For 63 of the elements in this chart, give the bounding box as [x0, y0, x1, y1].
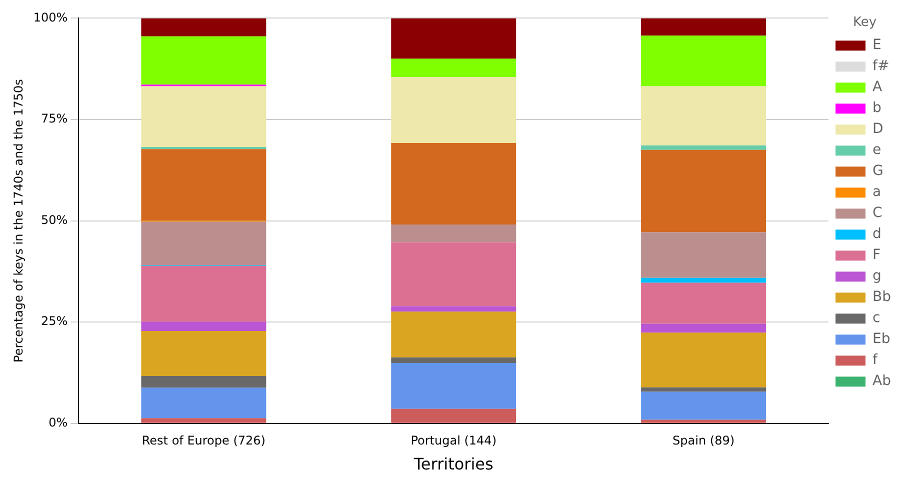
- bar: [141, 376, 266, 388]
- y-tick-label: 75%: [41, 112, 68, 126]
- legend-label: Bb: [872, 289, 892, 306]
- bar: [641, 36, 766, 86]
- bar: [641, 232, 766, 278]
- legend-label: b: [872, 100, 882, 116]
- legend-label: d: [872, 226, 882, 242]
- bar: [391, 312, 516, 358]
- bar: [141, 322, 266, 332]
- bar: [141, 149, 266, 221]
- bar: [641, 278, 766, 283]
- bar: [391, 76, 516, 143]
- bar: [641, 332, 766, 388]
- bar: [391, 306, 516, 312]
- legend-label: D: [872, 121, 884, 138]
- bar: [641, 18, 766, 36]
- x-tick-label: Portugal (144): [410, 434, 496, 448]
- bar: [141, 331, 266, 376]
- y-tick-label: 50%: [41, 212, 68, 227]
- bar: [641, 282, 766, 324]
- legend-label: f#: [872, 58, 890, 74]
- bar: [641, 150, 766, 232]
- legend-title: Key: [852, 14, 877, 30]
- bar: [391, 357, 516, 364]
- bar: [641, 420, 766, 423]
- bar: [141, 418, 266, 423]
- legend-label: a: [872, 184, 882, 200]
- bar: [641, 387, 766, 392]
- bar: [141, 266, 266, 322]
- legend-label: A: [872, 79, 883, 96]
- bar: [141, 36, 266, 85]
- legend-label: E: [872, 37, 882, 54]
- legend-label: F: [872, 247, 881, 264]
- legend-label: f: [872, 352, 879, 368]
- bar: [391, 58, 516, 77]
- bar: [641, 86, 766, 146]
- bar: [641, 392, 766, 420]
- legend-label: Eb: [872, 331, 890, 348]
- bar: [641, 145, 766, 150]
- legend-label: e: [872, 142, 882, 158]
- legend-label: c: [872, 310, 880, 326]
- bar: [391, 18, 516, 59]
- bar: [641, 324, 766, 333]
- legend-label: g: [872, 268, 882, 284]
- y-axis-title: Percentage of keys in the 1740s and the 1750s: [11, 79, 26, 362]
- y-tick-label: 100%: [33, 10, 68, 24]
- legend-label: C: [872, 205, 883, 222]
- y-tick-label: 0%: [48, 416, 68, 430]
- bar: [391, 224, 516, 242]
- bar: [141, 18, 266, 36]
- bar: [141, 388, 266, 418]
- legend-label: Ab: [872, 373, 892, 390]
- x-tick-label: Spain (89): [672, 434, 735, 448]
- bar: [391, 242, 516, 306]
- x-axis-title: Territories: [412, 454, 494, 474]
- bar: [391, 363, 516, 409]
- x-tick-label: Rest of Europe (726): [142, 434, 266, 448]
- legend-label: G: [872, 163, 884, 180]
- bar: [141, 86, 266, 148]
- bar: [141, 222, 266, 265]
- bar: [391, 408, 516, 423]
- y-tick-label: 25%: [41, 314, 68, 328]
- bar: [391, 143, 516, 224]
